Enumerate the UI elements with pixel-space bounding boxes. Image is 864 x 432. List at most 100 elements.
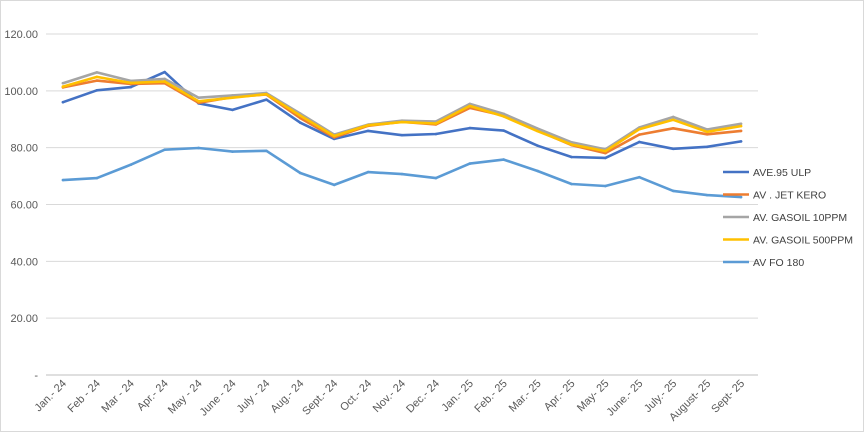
legend-label: AV FO 180 [753, 257, 804, 269]
legend-label: AVE.95 ULP [753, 167, 811, 179]
data-point [671, 115, 675, 119]
data-point [95, 75, 99, 79]
x-tick-label: Sept.- 24 [300, 378, 340, 418]
data-point [95, 88, 99, 92]
data-point [366, 123, 370, 127]
data-point [739, 124, 743, 128]
data-point [468, 162, 472, 165]
data-point [434, 122, 438, 125]
x-tick-label: Oct.- 24 [338, 378, 374, 414]
data-point [400, 172, 404, 176]
data-point [129, 163, 133, 167]
series-line [61, 75, 743, 153]
y-tick-label: 20.00 [10, 313, 38, 325]
data-point [163, 148, 166, 151]
x-tick-label: July - 24 [235, 378, 273, 416]
data-point [61, 100, 65, 104]
x-tick-label: Dec.- 24 [404, 378, 442, 416]
data-point [604, 151, 607, 155]
data-point [163, 70, 166, 74]
data-point [197, 96, 200, 99]
data-point [400, 133, 404, 137]
data-point [197, 100, 200, 103]
data-point [265, 149, 268, 153]
data-point [231, 96, 234, 99]
data-point [332, 134, 336, 138]
data-point [366, 170, 370, 174]
data-point [570, 182, 573, 186]
x-tick-label: Sept- 25 [709, 378, 747, 416]
data-point [265, 92, 268, 96]
y-tick-label: 100.00 [4, 86, 38, 98]
data-point [366, 129, 370, 133]
x-tick-label: Mar.- 25 [507, 378, 544, 415]
data-point [129, 85, 133, 89]
y-tick-label: 60.00 [10, 200, 38, 212]
y-tick-label: 120.00 [4, 29, 38, 41]
data-point [536, 127, 539, 130]
data-point [536, 129, 539, 133]
x-tick-label: Feb - 24 [66, 378, 103, 415]
data-point [536, 169, 539, 173]
data-point [95, 176, 99, 180]
data-point [638, 127, 641, 131]
data-point [671, 189, 675, 193]
x-tick-label: June.- 25 [605, 378, 646, 419]
data-point [163, 80, 166, 83]
data-point [536, 144, 539, 147]
data-point [298, 121, 302, 124]
data-point [129, 81, 133, 85]
data-point [604, 149, 607, 153]
data-point [705, 193, 709, 197]
data-point [705, 133, 709, 136]
data-point [61, 85, 65, 88]
data-point [705, 128, 709, 131]
legend-label: AV . JET KERO [753, 190, 826, 202]
data-point [671, 118, 675, 122]
data-point [705, 130, 709, 134]
data-point [570, 143, 573, 146]
data-point [570, 155, 573, 159]
series-line [61, 70, 743, 160]
y-tick-label: 80.00 [10, 143, 38, 155]
data-point [265, 98, 268, 101]
data-point [502, 158, 506, 161]
x-tick-label: June - 24 [198, 378, 239, 419]
x-tick-label: Jan.- 25 [439, 378, 476, 415]
data-point [298, 171, 302, 175]
data-point [638, 133, 641, 136]
data-point [468, 126, 472, 130]
x-tick-label: Nov.- 24 [371, 378, 408, 415]
data-point [298, 114, 302, 117]
data-point [468, 102, 472, 106]
x-tick-label: Mar - 24 [99, 378, 136, 415]
data-point [671, 147, 675, 151]
data-point [502, 129, 506, 132]
legend-label: AV. GASOIL 10PPM [753, 212, 847, 224]
data-point [739, 140, 743, 143]
data-point [61, 178, 65, 182]
data-point [231, 150, 234, 153]
data-point [739, 122, 743, 126]
y-tick-label: - [34, 370, 38, 382]
y-tick-label: 40.00 [10, 256, 38, 268]
data-point [638, 175, 641, 179]
data-point [163, 77, 166, 81]
data-point [502, 115, 506, 118]
legend-label: AV. GASOIL 500PPM [753, 235, 853, 247]
x-tick-label: Feb.- 25 [472, 378, 509, 415]
data-point [705, 145, 709, 149]
data-point [638, 140, 641, 144]
data-point [197, 146, 200, 150]
data-point [95, 79, 99, 82]
data-point [502, 112, 506, 116]
series-line [61, 146, 743, 199]
x-tick-label: Jan.- 24 [32, 378, 69, 415]
data-point [604, 184, 607, 188]
data-point [95, 71, 99, 74]
data-point [468, 104, 472, 108]
data-point [231, 108, 234, 112]
data-point [604, 156, 607, 160]
